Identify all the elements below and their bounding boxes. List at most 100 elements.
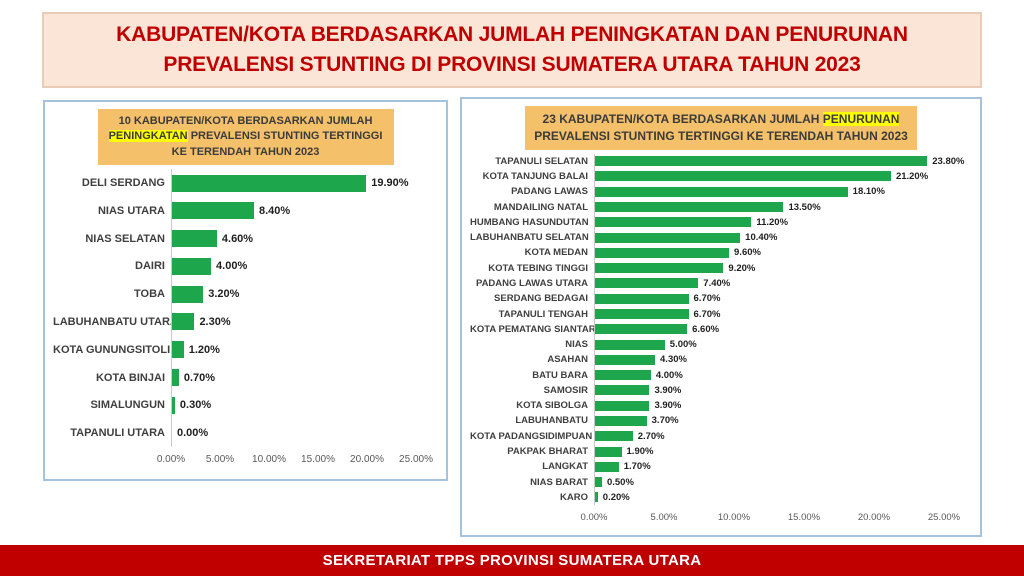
chart-row: KOTA TEBING TINGGI 9.20% [470,260,944,276]
bar-track: 0.20% [594,489,944,506]
category-label: NIAS SELATAN [85,232,165,245]
value-label: 13.50% [788,201,821,213]
bar-track: 1.90% [594,443,944,460]
chart-row: LABUHANBATU SELATAN 10.40% [470,229,944,246]
value-label: 4.60% [221,232,254,245]
x-axis-penurunan: 0.00% 5.00% 10.00% 15.00% 20.00% 25.00% [581,507,961,529]
bar [172,202,254,220]
value-label: 4.30% [660,354,687,366]
slide-title-line2: PREVALENSI STUNTING DI PROVINSI SUMATERA… [163,53,861,76]
bar [595,477,602,488]
bar [595,431,633,442]
bar-track: 1.20% [171,335,416,364]
x-axis-tick: 5.00% [650,512,678,523]
bar [595,385,650,396]
value-label: 0.70% [183,371,216,384]
category-label: KOTA MEDAN [524,247,588,259]
category-label: ASAHAN [547,354,588,366]
bar-track: 4.00% [171,252,416,281]
chart-row: KOTA TANJUNG BALAI 21.20% [470,168,944,185]
category-label: DAIRI [135,260,165,273]
category-label: NIAS BARAT [530,476,588,488]
bar [595,171,891,182]
chart-row: LABUHANBATU UTARA 2.30% [53,308,416,336]
value-label: 6.70% [693,293,721,305]
chart-row: TAPANULI SELATAN 23.80% [470,153,964,169]
bar [172,341,184,359]
bar-track: 13.50% [594,199,944,215]
bar-track: 0.30% [171,391,416,420]
chart-title-peningkatan: 10 KABUPATEN/KOTA BERDASARKAN JUMLAH PEN… [97,109,394,166]
bar-track: 1.70% [594,459,944,475]
chart-row: HUMBANG HASUNDUTAN 11.20% [470,214,944,230]
category-label: PADANG LAWAS UTARA [475,277,588,289]
bar-track: 11.20% [594,214,944,230]
value-label: 3.20% [208,288,240,301]
bar-track: 0.70% [171,363,416,392]
chart-row: LANGKAT 1.70% [470,459,944,475]
x-axis-tick: 15.00% [301,454,335,465]
bar [595,247,730,258]
slide-title: KABUPATEN/KOTA BERDASARKAN JUMLAH PENING… [42,12,982,88]
value-label: 3.90% [654,384,682,396]
value-label: 3.70% [651,415,679,427]
bar [595,309,689,320]
category-label: KOTA TANJUNG BALAI [482,170,588,182]
value-label: 19.90% [371,177,409,190]
value-label: 9.20% [728,262,756,274]
bar-track: 8.40% [171,196,416,225]
chart-row: SAMOSIR 3.90% [470,382,944,399]
value-label: 8.40% [258,204,291,217]
chart-row: KARO 0.20% [470,489,944,506]
x-axis-tick: 25.00% [927,512,961,523]
x-axis-tick: 20.00% [857,512,891,523]
chart-row: KOTA BINJAI 0.70% [53,363,416,392]
value-label: 9.60% [734,247,761,259]
chart-title-segment: PREVALENSI STUNTING TERTINGGI KE TERENDA… [534,128,908,143]
bar [595,354,656,365]
bar-track: 4.30% [594,352,944,368]
bar-track: 0.00% [171,419,416,447]
bar-track: 6.60% [594,321,944,337]
chart-title-segment: 10 KABUPATEN/KOTA BERDASARKAN JUMLAH [118,115,373,127]
bar-track: 18.10% [594,184,944,200]
category-label: LANGKAT [542,461,588,473]
category-label: KOTA BINJAI [95,371,165,384]
value-label: 1.20% [188,343,220,356]
bar [172,285,204,303]
bar-track: 4.60% [171,224,416,253]
category-label: KOTA GUNUNGSITOLI [53,343,171,356]
category-label: TAPANULI UTARA [70,427,165,440]
bar-track: 6.70% [594,291,944,307]
bar [595,156,928,167]
bar-track: 0.50% [594,474,944,490]
chart-row: NIAS 5.00% [470,336,944,353]
chart-title-segment: PREVALENSI STUNTING TERTINGGI KE TERENDA… [171,130,383,158]
value-label: 6.70% [693,308,721,320]
chart-row: KOTA PADANGSIDIMPUAN 2.70% [470,428,944,444]
bar [595,415,647,426]
bar-track: 3.90% [594,398,944,414]
value-label: 1.90% [626,446,654,458]
bar [595,446,622,457]
footer-bar: SEKRETARIAT TPPS PROVINSI SUMATERA UTARA [0,545,1024,576]
value-label: 0.20% [602,491,630,503]
bar [595,202,784,213]
value-label: 2.30% [199,315,231,328]
bar [172,257,212,275]
x-axis-tick: 15.00% [787,512,821,523]
category-label: PADANG LAWAS [511,186,588,198]
bar-track: 2.70% [594,428,944,444]
slide-title-line1: KABUPATEN/KOTA BERDASARKAN JUMLAH PENING… [116,22,908,46]
category-label: KOTA PEMATANG SIANTAR [470,323,596,335]
category-label: KARO [560,491,588,503]
value-label: 6.60% [692,323,720,335]
bar [595,278,699,289]
bar-track: 2.30% [171,308,416,336]
bar [595,232,741,243]
bar [595,339,665,350]
category-label: NIAS [565,339,588,351]
bar [172,396,175,414]
bar-track: 3.20% [171,280,416,309]
bar-track: 19.90% [171,169,416,197]
